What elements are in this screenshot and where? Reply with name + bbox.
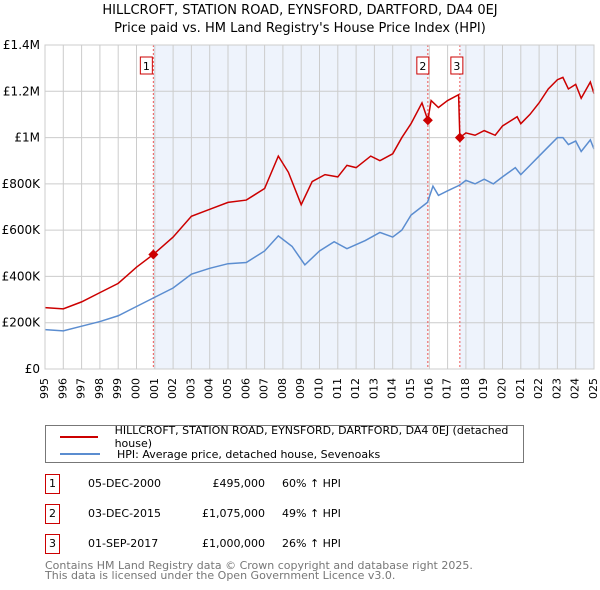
- sale-price: £1,075,000: [202, 507, 265, 520]
- x-tick-label: 2000: [130, 378, 143, 400]
- x-tick-label: 2018: [459, 378, 472, 400]
- y-tick-label: £200K: [2, 316, 42, 330]
- x-tick-label: 2022: [532, 378, 545, 400]
- legend-label: HILLCROFT, STATION ROAD, EYNSFORD, DARTF…: [114, 424, 509, 450]
- sale-number-badge: 3: [45, 534, 60, 554]
- x-tick-label: 1997: [75, 378, 88, 400]
- sale-label: 2: [419, 60, 426, 73]
- sale-hpi-diff: 49% ↑ HPI: [282, 507, 341, 520]
- x-tick-label: 2019: [477, 378, 490, 400]
- x-tick-label: 2024: [569, 378, 582, 400]
- shaded-region: [153, 45, 428, 369]
- sale-label: 3: [453, 60, 460, 73]
- footer-line-1: Contains HM Land Registry data © Crown c…: [45, 559, 473, 572]
- legend-swatch-red: [60, 436, 98, 438]
- x-tick-label: 2017: [441, 378, 454, 400]
- y-tick-label: £400K: [2, 269, 42, 283]
- x-tick-label: 2011: [331, 378, 344, 400]
- sale-date: 03-DEC-2015: [88, 507, 162, 520]
- y-tick-label: £0: [25, 362, 40, 376]
- plot-border: [44, 44, 595, 370]
- x-tick-label: 2005: [221, 378, 234, 400]
- sale-hpi-diff: 60% ↑ HPI: [282, 477, 341, 490]
- x-tick-label: 2010: [313, 378, 326, 400]
- footer-line-2: This data is licensed under the Open Gov…: [45, 569, 396, 582]
- sale-point: [454, 132, 465, 143]
- x-tick-label: 2002: [166, 378, 179, 400]
- property-series-line: [44, 76, 595, 310]
- sale-label-box: [139, 56, 153, 75]
- x-tick-label: 2012: [349, 378, 362, 400]
- x-tick-label: 2007: [258, 378, 271, 400]
- y-tick-label: £600K: [2, 223, 42, 237]
- x-tick-label: 1999: [111, 378, 124, 400]
- x-tick-label: 2003: [184, 378, 197, 400]
- x-tick-label: 2009: [294, 378, 307, 400]
- x-tick-label: 2008: [276, 378, 289, 400]
- y-tick-label: £1.4M: [3, 38, 40, 52]
- sale-price: £495,000: [212, 477, 266, 490]
- legend-item-hpi: HPI: Average price, detached house, Seve…: [60, 447, 380, 461]
- sale-hpi-diff: 26% ↑ HPI: [282, 537, 341, 550]
- x-tick-label: 2014: [386, 378, 399, 400]
- legend-item-property: HILLCROFT, STATION ROAD, EYNSFORD, DARTF…: [60, 424, 523, 450]
- y-tick-label: £1M: [14, 131, 40, 145]
- y-tick-label: £1.2M: [3, 84, 40, 98]
- legend-swatch-blue: [60, 453, 100, 455]
- shaded-region: [459, 45, 594, 369]
- x-tick-label: 2025: [587, 378, 600, 400]
- sale-price: £1,000,000: [202, 537, 265, 550]
- chart-subtitle: Price paid vs. HM Land Registry's House …: [114, 21, 486, 36]
- legend-label: HPI: Average price, detached house, Seve…: [117, 447, 381, 461]
- x-tick-label: 1998: [93, 378, 106, 400]
- x-tick-label: 2023: [550, 378, 563, 400]
- x-tick-label: 2001: [148, 378, 161, 400]
- x-tick-label: 2006: [239, 378, 252, 400]
- sale-date: 05-DEC-2000: [88, 477, 162, 490]
- x-tick-label: 2016: [422, 378, 435, 400]
- sale-point: [148, 249, 159, 260]
- sale-number-badge: 2: [45, 504, 60, 524]
- sale-label-box: [450, 56, 464, 75]
- y-tick-label: £800K: [2, 177, 42, 191]
- x-tick-label: 2020: [496, 378, 509, 400]
- sale-point: [422, 115, 433, 126]
- legend: HILLCROFT, STATION ROAD, EYNSFORD, DARTF…: [45, 424, 524, 463]
- sale-label-box: [416, 56, 430, 75]
- chart-title: HILLCROFT, STATION ROAD, EYNSFORD, DARTF…: [102, 3, 498, 18]
- sale-number-badge: 1: [45, 474, 60, 494]
- x-tick-label: 1995: [38, 378, 51, 400]
- hpi-series-line: [44, 136, 595, 332]
- sale-date: 01-SEP-2017: [88, 537, 159, 550]
- x-tick-label: 1996: [56, 378, 69, 400]
- price-chart: 1995 1996 1997 1998 1999 2000 2001 2002 2003 2004…: [2, 38, 600, 400]
- x-tick-label: 2013: [367, 378, 380, 400]
- x-tick-label: 2021: [514, 378, 527, 400]
- x-tick-label: 2015: [404, 378, 417, 400]
- sale-label: 1: [143, 60, 150, 73]
- x-tick-label: 2004: [203, 378, 216, 400]
